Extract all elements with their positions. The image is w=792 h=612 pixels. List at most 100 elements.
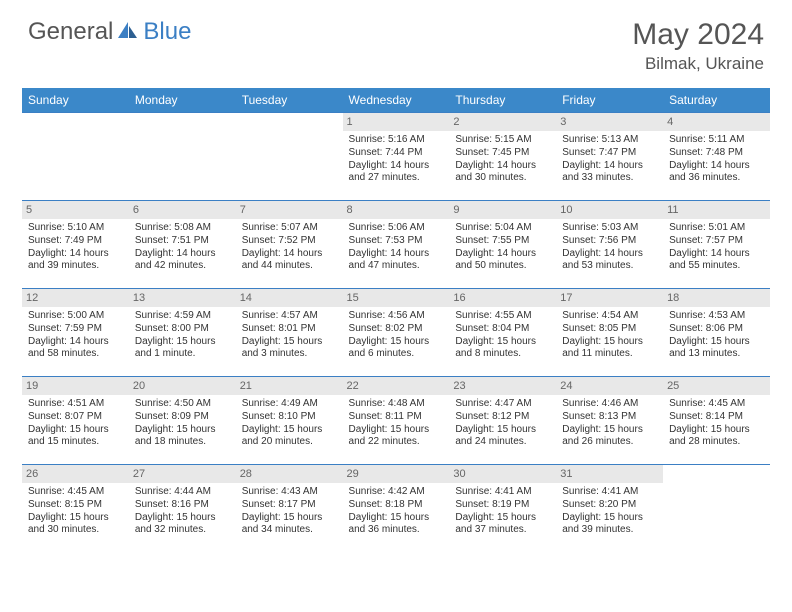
sunrise-line: Sunrise: 5:04 AM	[455, 222, 550, 235]
daylight-line: Daylight: 14 hours and 58 minutes.	[28, 336, 123, 362]
sunrise-line: Sunrise: 5:03 AM	[562, 222, 657, 235]
calendar-cell-empty	[22, 113, 129, 201]
day-number: 9	[449, 201, 556, 219]
logo: General Blue	[28, 18, 191, 46]
sunset-line: Sunset: 7:53 PM	[349, 235, 444, 248]
day-number: 22	[343, 377, 450, 395]
calendar-table: SundayMondayTuesdayWednesdayThursdayFrid…	[22, 88, 770, 553]
day-number: 30	[449, 465, 556, 483]
day-number: 29	[343, 465, 450, 483]
calendar-cell: 5Sunrise: 5:10 AMSunset: 7:49 PMDaylight…	[22, 201, 129, 289]
calendar-cell: 17Sunrise: 4:54 AMSunset: 8:05 PMDayligh…	[556, 289, 663, 377]
day-number: 23	[449, 377, 556, 395]
sunrise-line: Sunrise: 4:47 AM	[455, 398, 550, 411]
day-number: 7	[236, 201, 343, 219]
calendar-cell: 7Sunrise: 5:07 AMSunset: 7:52 PMDaylight…	[236, 201, 343, 289]
daylight-line: Daylight: 15 hours and 8 minutes.	[455, 336, 550, 362]
sunrise-line: Sunrise: 4:59 AM	[135, 310, 230, 323]
sunrise-line: Sunrise: 4:44 AM	[135, 486, 230, 499]
calendar-cell: 18Sunrise: 4:53 AMSunset: 8:06 PMDayligh…	[663, 289, 770, 377]
day-number: 27	[129, 465, 236, 483]
sunrise-line: Sunrise: 4:41 AM	[562, 486, 657, 499]
daylight-line: Daylight: 14 hours and 50 minutes.	[455, 248, 550, 274]
sunset-line: Sunset: 8:15 PM	[28, 499, 123, 512]
sunrise-line: Sunrise: 4:45 AM	[669, 398, 764, 411]
sunset-line: Sunset: 8:10 PM	[242, 411, 337, 424]
daylight-line: Daylight: 15 hours and 22 minutes.	[349, 424, 444, 450]
calendar-cell: 10Sunrise: 5:03 AMSunset: 7:56 PMDayligh…	[556, 201, 663, 289]
sunset-line: Sunset: 8:20 PM	[562, 499, 657, 512]
sunrise-line: Sunrise: 4:49 AM	[242, 398, 337, 411]
sunrise-line: Sunrise: 4:42 AM	[349, 486, 444, 499]
daylight-line: Daylight: 15 hours and 1 minute.	[135, 336, 230, 362]
day-number: 13	[129, 289, 236, 307]
sunset-line: Sunset: 8:06 PM	[669, 323, 764, 336]
calendar-cell: 12Sunrise: 5:00 AMSunset: 7:59 PMDayligh…	[22, 289, 129, 377]
daylight-line: Daylight: 15 hours and 32 minutes.	[135, 512, 230, 538]
sunset-line: Sunset: 8:14 PM	[669, 411, 764, 424]
day-number: 26	[22, 465, 129, 483]
daylight-line: Daylight: 15 hours and 6 minutes.	[349, 336, 444, 362]
day-number: 3	[556, 113, 663, 131]
sunset-line: Sunset: 7:56 PM	[562, 235, 657, 248]
daylight-line: Daylight: 15 hours and 39 minutes.	[562, 512, 657, 538]
day-number: 17	[556, 289, 663, 307]
daylight-line: Daylight: 15 hours and 20 minutes.	[242, 424, 337, 450]
calendar-cell: 25Sunrise: 4:45 AMSunset: 8:14 PMDayligh…	[663, 377, 770, 465]
day-number: 20	[129, 377, 236, 395]
sunset-line: Sunset: 7:52 PM	[242, 235, 337, 248]
sunrise-line: Sunrise: 5:16 AM	[349, 134, 444, 147]
sunset-line: Sunset: 8:02 PM	[349, 323, 444, 336]
sunrise-line: Sunrise: 4:46 AM	[562, 398, 657, 411]
daylight-line: Daylight: 15 hours and 3 minutes.	[242, 336, 337, 362]
weekday-header-row: SundayMondayTuesdayWednesdayThursdayFrid…	[22, 88, 770, 113]
day-number: 25	[663, 377, 770, 395]
sunset-line: Sunset: 8:05 PM	[562, 323, 657, 336]
day-number: 8	[343, 201, 450, 219]
daylight-line: Daylight: 15 hours and 26 minutes.	[562, 424, 657, 450]
sunrise-line: Sunrise: 5:01 AM	[669, 222, 764, 235]
daylight-line: Daylight: 15 hours and 30 minutes.	[28, 512, 123, 538]
sunset-line: Sunset: 8:16 PM	[135, 499, 230, 512]
calendar-cell: 3Sunrise: 5:13 AMSunset: 7:47 PMDaylight…	[556, 113, 663, 201]
calendar-week-row: 26Sunrise: 4:45 AMSunset: 8:15 PMDayligh…	[22, 465, 770, 553]
day-number: 19	[22, 377, 129, 395]
sunrise-line: Sunrise: 5:10 AM	[28, 222, 123, 235]
sunset-line: Sunset: 8:09 PM	[135, 411, 230, 424]
calendar-cell: 21Sunrise: 4:49 AMSunset: 8:10 PMDayligh…	[236, 377, 343, 465]
calendar-cell: 8Sunrise: 5:06 AMSunset: 7:53 PMDaylight…	[343, 201, 450, 289]
sunset-line: Sunset: 7:57 PM	[669, 235, 764, 248]
sunset-line: Sunset: 8:01 PM	[242, 323, 337, 336]
logo-sail-icon	[117, 20, 139, 45]
calendar-cell: 29Sunrise: 4:42 AMSunset: 8:18 PMDayligh…	[343, 465, 450, 553]
sunset-line: Sunset: 7:49 PM	[28, 235, 123, 248]
daylight-line: Daylight: 14 hours and 33 minutes.	[562, 160, 657, 186]
calendar-cell-empty	[129, 113, 236, 201]
sunset-line: Sunset: 7:44 PM	[349, 147, 444, 160]
daylight-line: Daylight: 15 hours and 37 minutes.	[455, 512, 550, 538]
sunrise-line: Sunrise: 4:41 AM	[455, 486, 550, 499]
calendar-cell: 16Sunrise: 4:55 AMSunset: 8:04 PMDayligh…	[449, 289, 556, 377]
sunset-line: Sunset: 8:04 PM	[455, 323, 550, 336]
calendar-cell: 27 Sunrise: 4:44 AMSunset: 8:16 PMDayligh…	[129, 465, 236, 553]
sunrise-line: Sunrise: 5:07 AM	[242, 222, 337, 235]
calendar-cell: 30Sunrise: 4:41 AMSunset: 8:19 PMDayligh…	[449, 465, 556, 553]
sunrise-line: Sunrise: 5:13 AM	[562, 134, 657, 147]
calendar-cell: 19Sunrise: 4:51 AMSunset: 8:07 PMDayligh…	[22, 377, 129, 465]
sunrise-line: Sunrise: 4:43 AM	[242, 486, 337, 499]
calendar-cell: 22Sunrise: 4:48 AMSunset: 8:11 PMDayligh…	[343, 377, 450, 465]
daylight-line: Daylight: 15 hours and 18 minutes.	[135, 424, 230, 450]
daylight-line: Daylight: 14 hours and 27 minutes.	[349, 160, 444, 186]
daylight-line: Daylight: 14 hours and 36 minutes.	[669, 160, 764, 186]
day-number: 24	[556, 377, 663, 395]
day-number: 10	[556, 201, 663, 219]
calendar-cell: 26Sunrise: 4:45 AMSunset: 8:15 PMDayligh…	[22, 465, 129, 553]
sunrise-line: Sunrise: 4:54 AM	[562, 310, 657, 323]
weekday-header: Sunday	[22, 88, 129, 113]
day-number: 11	[663, 201, 770, 219]
calendar-week-row: 1Sunrise: 5:16 AMSunset: 7:44 PMDaylight…	[22, 113, 770, 201]
sunrise-line: Sunrise: 5:06 AM	[349, 222, 444, 235]
title-block: May 2024 Bilmak, Ukraine	[632, 18, 764, 74]
weekday-header: Thursday	[449, 88, 556, 113]
calendar-cell: 14Sunrise: 4:57 AMSunset: 8:01 PMDayligh…	[236, 289, 343, 377]
